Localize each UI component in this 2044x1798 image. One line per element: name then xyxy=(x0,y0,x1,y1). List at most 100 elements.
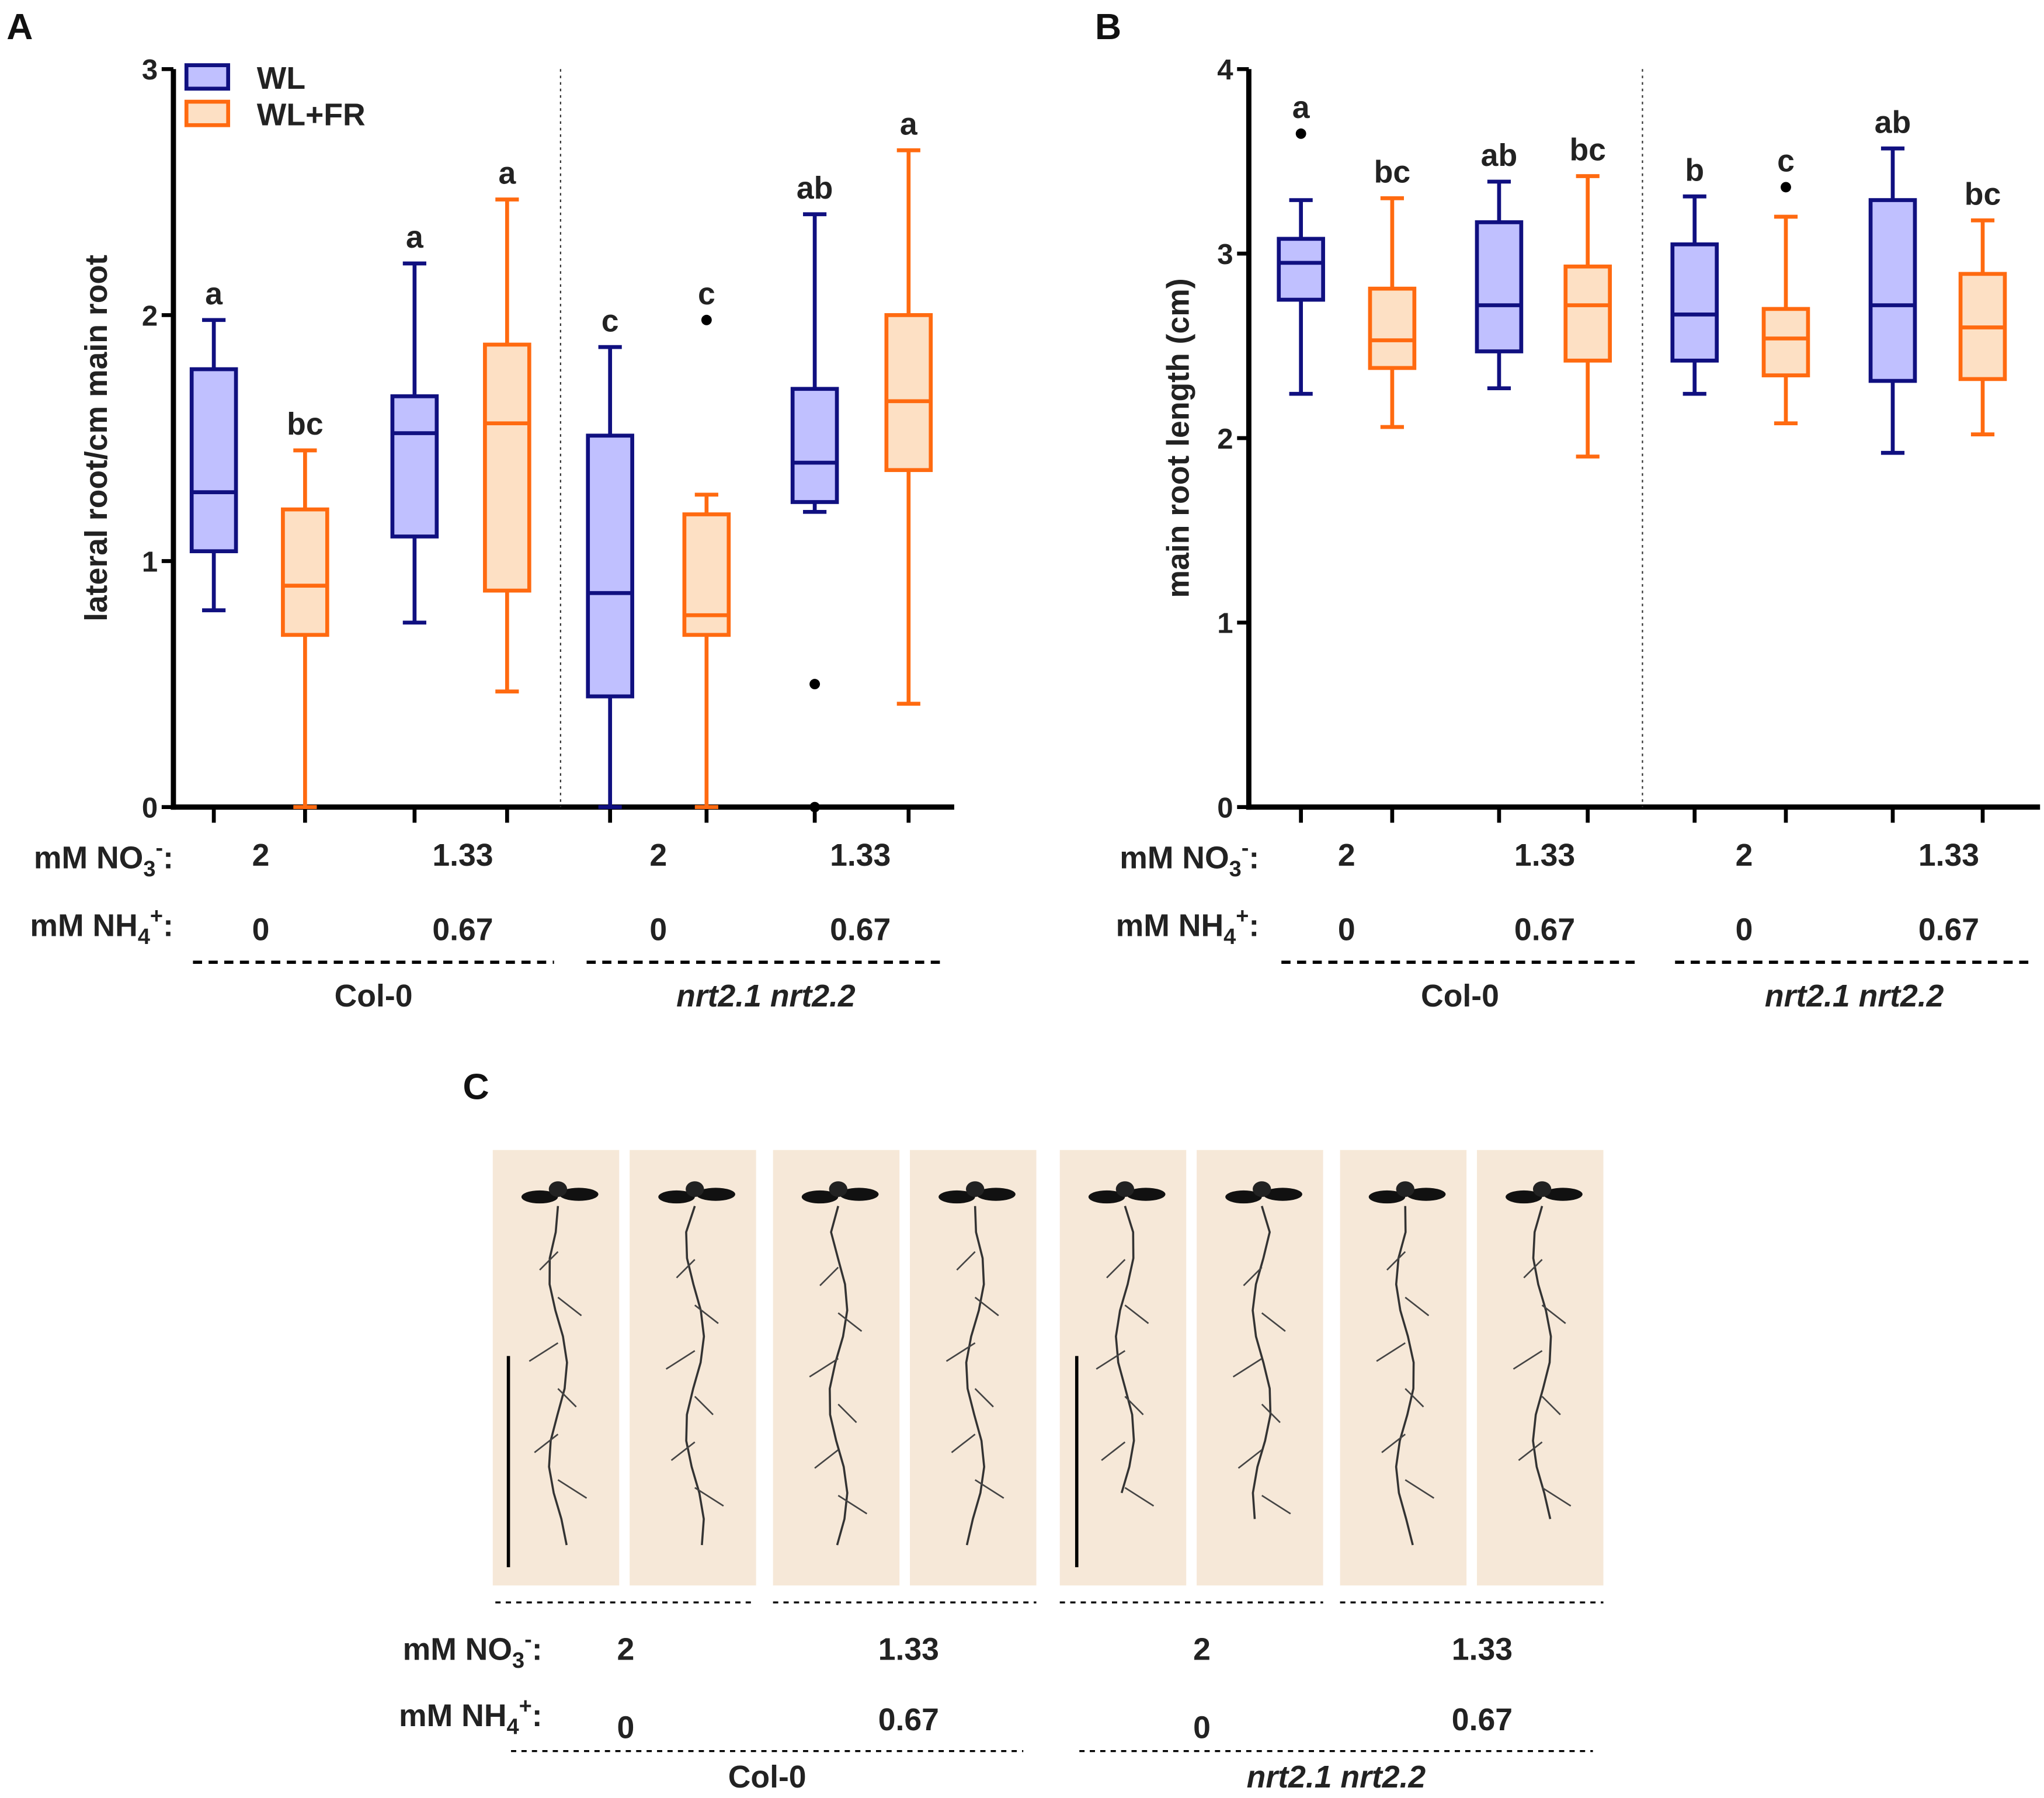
no3-value: 2 xyxy=(1338,838,1355,873)
significance-letter: ab xyxy=(797,171,833,206)
no3-value: 1.33 xyxy=(830,838,891,873)
leaf xyxy=(1088,1190,1125,1204)
iqr-box xyxy=(1761,307,1810,377)
seedling-photo-1 xyxy=(492,1150,620,1586)
leaf xyxy=(1126,1188,1166,1201)
y-tick-label: 1 xyxy=(1217,608,1233,640)
lateral-root xyxy=(1541,1304,1566,1324)
main-root xyxy=(965,1206,986,1546)
seedling-photo-6 xyxy=(1197,1150,1323,1586)
lateral-root xyxy=(665,1350,696,1370)
lateral-root xyxy=(1541,1487,1572,1507)
no3-row-label-sup: - xyxy=(1242,836,1249,860)
box-3: a xyxy=(390,220,439,823)
nh4-value: 0 xyxy=(252,912,270,947)
shoot xyxy=(1396,1181,1414,1197)
photo-background xyxy=(492,1150,620,1586)
y-tick-label: 2 xyxy=(1217,424,1233,455)
significance-letter: b xyxy=(1685,153,1704,188)
leaf xyxy=(938,1190,975,1204)
leaf xyxy=(559,1188,599,1201)
shoot xyxy=(1115,1181,1134,1197)
box-6: c xyxy=(1761,144,1810,823)
c-genotype-label: Col-0 xyxy=(728,1760,807,1794)
nh4-value: 0 xyxy=(649,912,667,947)
outlier-point xyxy=(809,801,821,813)
c-no3-value: 1.33 xyxy=(878,1632,939,1667)
box-6: c xyxy=(682,277,731,823)
significance-letter: bc xyxy=(1374,155,1410,190)
no3-value: 1.33 xyxy=(1514,838,1575,873)
c-no3-row-label-base: mM NO xyxy=(403,1632,512,1667)
nh4-value: 0.67 xyxy=(830,912,891,947)
lateral-root xyxy=(534,1433,559,1453)
lateral-root xyxy=(1124,1487,1155,1507)
c-nh4-row-label-sub: 4 xyxy=(506,1715,519,1740)
legend-swatch-wl xyxy=(184,63,231,91)
lateral-root xyxy=(1523,1259,1543,1279)
leaf xyxy=(521,1190,558,1204)
shoot xyxy=(966,1181,985,1197)
lateral-root xyxy=(1237,1449,1263,1469)
y-tick-label: 3 xyxy=(142,54,158,86)
main-root xyxy=(1395,1206,1415,1546)
lateral-root xyxy=(1261,1403,1281,1424)
nh4-row-label-sup: + xyxy=(1236,904,1249,928)
photo-background xyxy=(910,1150,1037,1586)
significance-letter: ab xyxy=(1875,105,1911,140)
chart-A: 0 1 2 3 lateral root/cm main root a bc a a c c ab a 2… xyxy=(79,54,954,1013)
photo-background xyxy=(630,1150,756,1586)
c-no3-row-label-sub: 3 xyxy=(512,1648,524,1673)
no3-row-label-base: mM NO xyxy=(1120,841,1229,876)
lateral-root xyxy=(1513,1350,1543,1370)
leaf xyxy=(976,1188,1016,1201)
nh4-row-label: mM NH4+: xyxy=(30,904,173,949)
main-root xyxy=(1532,1206,1552,1519)
lateral-root xyxy=(557,1479,588,1499)
panel-label-a: A xyxy=(6,6,33,47)
leaf xyxy=(1506,1190,1542,1204)
significance-letter: c xyxy=(698,277,715,311)
shoot xyxy=(829,1181,847,1197)
box-1: a xyxy=(189,277,238,823)
lateral-root xyxy=(837,1495,868,1515)
seedling-photo-7 xyxy=(1340,1150,1467,1586)
lateral-root xyxy=(1232,1358,1263,1378)
leaf xyxy=(1225,1190,1262,1204)
significance-letter: c xyxy=(602,304,619,338)
nh4-row-label-colon: : xyxy=(163,909,173,943)
c-nh4-row-label-base: mM NH xyxy=(399,1699,506,1733)
box-2: bc xyxy=(1368,155,1417,823)
nh4-value: 0.67 xyxy=(1918,912,1979,947)
genotype-label: Col-0 xyxy=(1421,979,1499,1013)
nh4-row-label-sub: 4 xyxy=(138,925,150,949)
legend-swatch-wl-fr xyxy=(184,99,231,127)
c-nh4-value: 0.67 xyxy=(1452,1703,1513,1737)
iqr-box xyxy=(1475,220,1524,353)
lateral-root xyxy=(694,1304,719,1324)
lateral-root xyxy=(670,1441,696,1461)
main-root xyxy=(1252,1206,1272,1519)
c-no3-row-label: mM NO3-: xyxy=(403,1627,543,1673)
c-no3-row-label-colon: : xyxy=(532,1632,543,1667)
leaf xyxy=(801,1190,839,1204)
significance-letter: a xyxy=(900,107,918,141)
lateral-root xyxy=(1518,1441,1543,1461)
seedling-photos: 2 0 1.33 0.67 2 0 1.33 0.67 Col-0 nrt2.1 nrt2.2 xyxy=(492,1150,1604,1794)
shoot xyxy=(686,1181,704,1197)
seedling-photo-4 xyxy=(910,1150,1037,1586)
lateral-root xyxy=(1261,1312,1286,1332)
y-tick-label: 2 xyxy=(142,300,158,332)
lateral-root xyxy=(676,1259,696,1279)
legend-label: WL+FR xyxy=(257,98,366,132)
seedling-photo-5 xyxy=(1059,1150,1187,1586)
c-no3-value: 1.33 xyxy=(1452,1632,1513,1667)
iqr-box xyxy=(1563,264,1612,363)
leaf xyxy=(1263,1188,1302,1201)
leaf xyxy=(1368,1190,1406,1204)
lateral-root xyxy=(945,1342,976,1362)
outlier-point xyxy=(1781,182,1791,193)
no3-row-label-sub: 3 xyxy=(1229,857,1242,881)
genotype-label: Col-0 xyxy=(335,979,413,1013)
c-genotype-label: nrt2.1 nrt2.2 xyxy=(1247,1760,1426,1794)
